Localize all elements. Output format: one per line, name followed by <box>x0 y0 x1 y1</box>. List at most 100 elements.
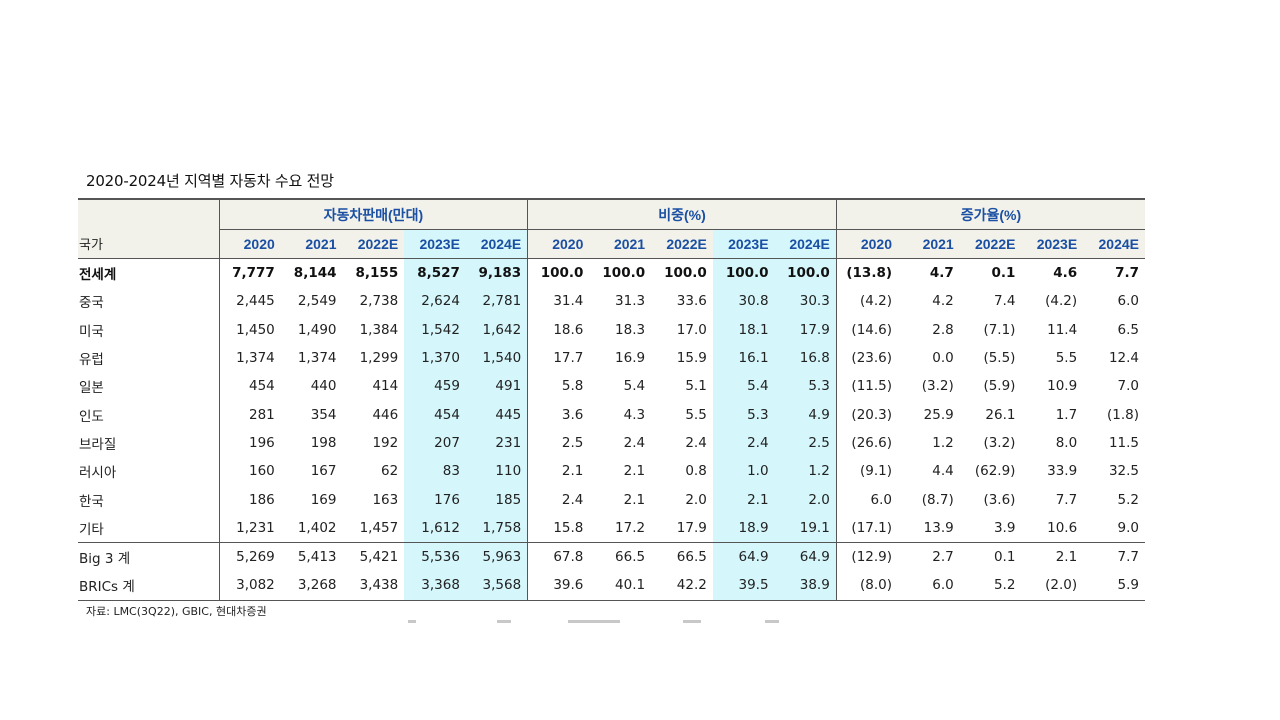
value-cell: 2.0 <box>774 485 837 514</box>
value-cell: 1,299 <box>359 350 399 367</box>
value-cell: 2.1 <box>712 485 775 514</box>
value-cell: 64.9 <box>774 541 837 572</box>
value-cell: 15.9 <box>676 350 707 367</box>
value-cell: 64.9 <box>712 541 775 572</box>
country-cell: 전세계 <box>79 267 117 284</box>
value-cell: 4.6 <box>1053 265 1078 282</box>
value-cell: 110 <box>465 457 528 486</box>
value-cell: 66.5 <box>589 541 652 572</box>
value-cell: 8,155 <box>355 265 399 282</box>
value-cell: 39.6 <box>527 571 590 601</box>
source-note: 자료: LMC(3Q22), GBIC, 현대차증권 <box>86 605 267 618</box>
value-cell: 491 <box>465 372 528 401</box>
value-cell: 19.1 <box>774 513 837 543</box>
value-cell: 1,612 <box>404 513 466 543</box>
value-cell: 5.4 <box>623 378 646 395</box>
value-cell: 40.1 <box>589 571 652 601</box>
scan-artifact <box>765 620 779 623</box>
value-cell: 9.0 <box>1117 519 1139 536</box>
value-cell: 2,445 <box>218 287 281 316</box>
table-row: 전세계 7,777 8,144 8,155 8,527 9,183 100.0 100.0 10… <box>78 258 1145 288</box>
header-blank <box>78 198 220 230</box>
value-cell: (20.3) <box>835 400 899 429</box>
country-cell: Big 3 계 <box>78 541 220 572</box>
year-header: 2023E <box>1021 229 1084 259</box>
value-cell: 2.4 <box>685 434 707 451</box>
value-cell: 1,231 <box>218 513 281 543</box>
value-cell: 100.0 <box>527 258 590 288</box>
value-cell: 440 <box>310 378 337 395</box>
value-cell: 18.3 <box>615 321 646 338</box>
value-cell: 18.6 <box>527 315 590 344</box>
value-cell: 3,268 <box>280 571 343 601</box>
value-cell: 0.8 <box>685 463 707 480</box>
value-cell: 186 <box>218 485 281 514</box>
country-cell: 러시아 <box>79 465 117 482</box>
value-cell: (2.0) <box>1021 571 1084 601</box>
value-cell: 231 <box>465 428 528 458</box>
value-cell: 18.1 <box>712 315 775 344</box>
year-header: 2023E <box>404 229 466 259</box>
value-cell: 4.9 <box>774 400 837 429</box>
value-cell: (3.2) <box>983 434 1016 451</box>
value-cell: 185 <box>465 485 528 514</box>
value-cell: 5.5 <box>685 406 707 423</box>
value-cell: 2,738 <box>359 293 399 310</box>
value-cell: (5.9) <box>983 378 1016 395</box>
value-cell: 66.5 <box>651 541 713 572</box>
value-cell: 3.6 <box>527 400 590 429</box>
value-cell: 3,438 <box>342 571 405 601</box>
value-cell: 5.9 <box>1083 571 1145 601</box>
value-cell: 83 <box>404 457 466 486</box>
value-cell: 454 <box>218 372 281 401</box>
value-cell: 1,374 <box>297 350 337 367</box>
value-cell: 17.7 <box>527 343 590 373</box>
value-cell: 15.8 <box>527 513 590 543</box>
value-cell: 196 <box>218 428 281 458</box>
value-cell: (5.5) <box>983 350 1016 367</box>
value-cell: (4.2) <box>1045 293 1078 310</box>
value-cell: (1.8) <box>1106 406 1139 423</box>
value-cell: 2.4 <box>623 434 646 451</box>
value-cell: (26.6) <box>835 428 899 458</box>
country-cell: 미국 <box>79 323 104 340</box>
value-cell: 16.8 <box>774 343 837 373</box>
value-cell: 169 <box>310 491 337 508</box>
value-cell: 100.0 <box>664 265 707 282</box>
value-cell: 13.9 <box>923 519 954 536</box>
value-cell: 6.0 <box>835 485 899 514</box>
value-cell: 8.0 <box>1055 434 1078 451</box>
value-cell: 1,450 <box>218 315 281 344</box>
year-header: 2020 <box>218 229 281 259</box>
group-header-share: 비중(%) <box>527 198 837 230</box>
value-cell: 3,368 <box>404 571 466 601</box>
value-cell: (3.2) <box>921 378 954 395</box>
value-cell: 12.4 <box>1108 350 1139 367</box>
table-row: 기타 1,231 1,402 1,457 1,612 1,758 15.8 17.2 17.9 1… <box>78 513 1145 543</box>
year-header: 2021 <box>280 229 343 259</box>
table-row: 미국 1,450 1,490 1,384 1,542 1,642 18.6 18.3 17.0 1… <box>78 315 1145 344</box>
value-cell: 459 <box>404 372 466 401</box>
scan-artifact <box>683 620 701 623</box>
value-cell: 3,082 <box>218 571 281 601</box>
value-cell: 17.0 <box>676 321 707 338</box>
value-cell: 5,963 <box>465 541 528 572</box>
value-cell: 17.9 <box>676 519 707 536</box>
value-cell: 2.5 <box>527 428 590 458</box>
value-cell: 2.1 <box>1021 541 1084 572</box>
value-cell: 100.0 <box>602 265 646 282</box>
value-cell: 5.8 <box>527 372 590 401</box>
value-cell: (14.6) <box>835 315 899 344</box>
value-cell: 17.2 <box>615 519 646 536</box>
demand-forecast-table: 자동차판매(만대) 비중(%) 증가율(%) 국가 2020 2021 2022E 2… <box>78 198 1145 601</box>
group-header-growth: 증가율(%) <box>835 198 1145 230</box>
value-cell: 192 <box>372 434 399 451</box>
value-cell: 0.0 <box>932 350 954 367</box>
value-cell: 8,144 <box>293 265 337 282</box>
value-cell: 176 <box>404 485 466 514</box>
value-cell: 0.1 <box>959 541 1022 572</box>
value-cell: 17.9 <box>774 315 837 344</box>
value-cell: 5,536 <box>404 541 466 572</box>
value-cell: 18.9 <box>712 513 775 543</box>
value-cell: 5,413 <box>280 541 343 572</box>
